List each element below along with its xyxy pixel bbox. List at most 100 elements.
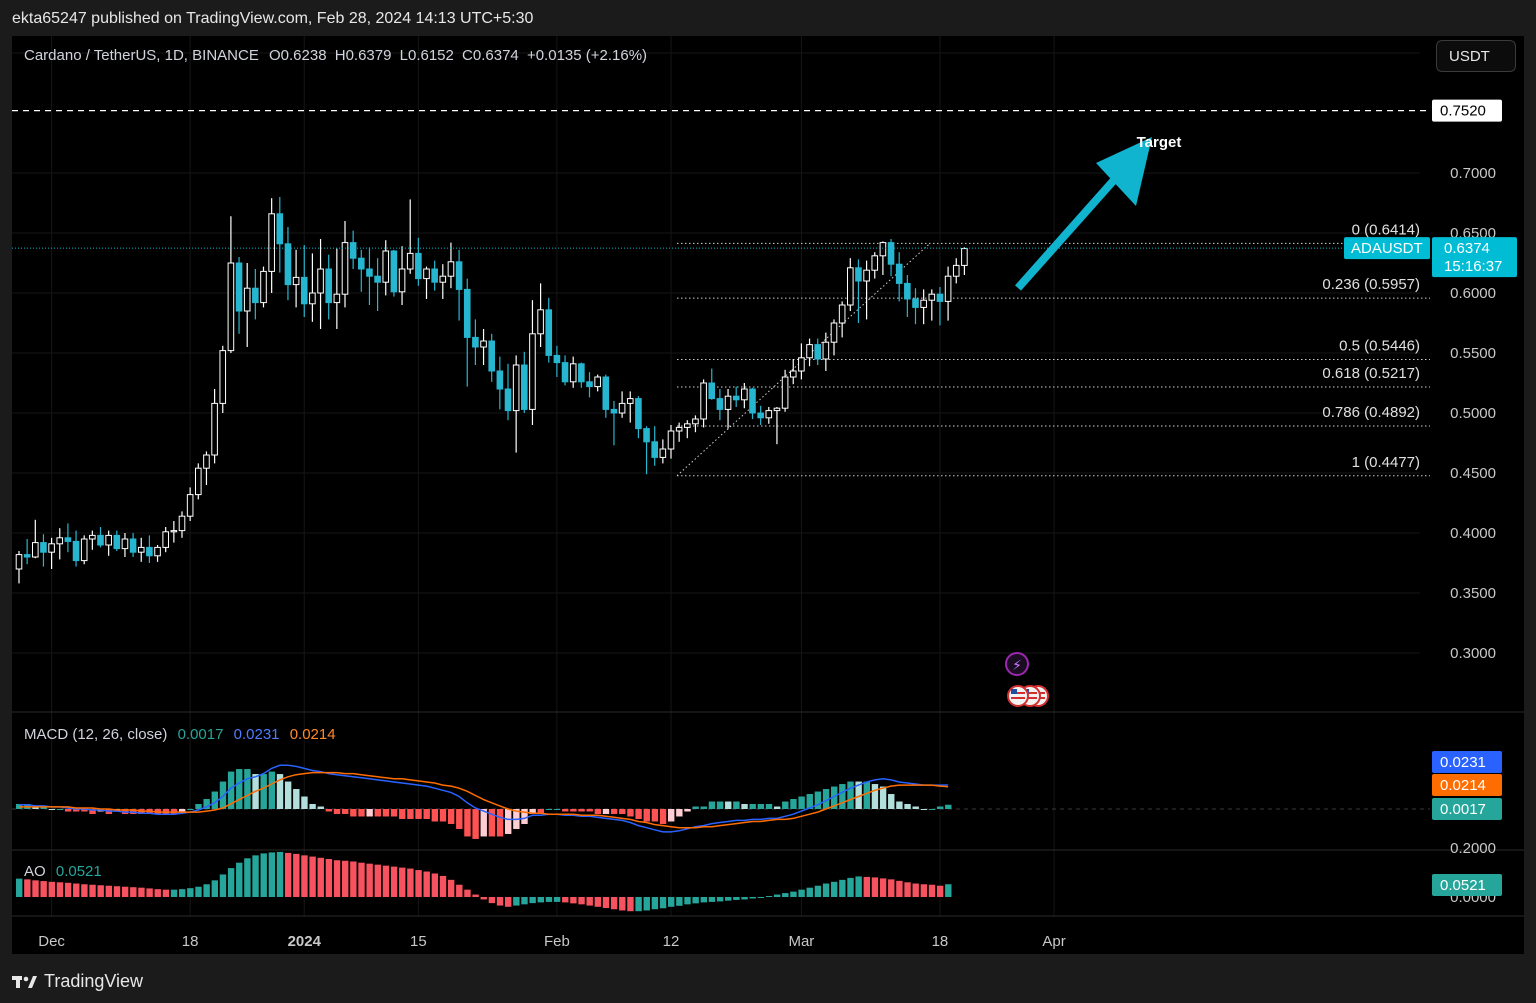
symbol-name: Cardano / TetherUS, 1D, BINANCE: [24, 47, 259, 64]
flag-stripe: [1023, 697, 1037, 699]
ao-bar: [276, 851, 284, 897]
ao-bar: [790, 891, 797, 897]
candle-body: [512, 364, 520, 412]
ao-bar: [553, 897, 561, 902]
macd-histogram-bar: [570, 809, 577, 812]
candle-body: [89, 534, 96, 540]
macd-histogram-bar: [73, 809, 80, 812]
candle-body: [504, 388, 512, 412]
candle-body: [195, 467, 202, 496]
price-tick-label: 0.3500: [1450, 585, 1496, 602]
macd-histogram-bar: [716, 801, 724, 809]
chart-area[interactable]: 0 (0.6414) 0.236 (0.5957) 0.5 (0.5446) 0.61…: [12, 36, 1524, 954]
ao-bar: [293, 853, 300, 897]
macd-histogram-bar: [855, 781, 862, 809]
ao-bar: [48, 881, 55, 897]
macd-histogram-bar: [439, 809, 447, 822]
macd-histogram-bar: [260, 774, 267, 809]
ao-bar: [700, 897, 707, 903]
ao-bar: [619, 897, 626, 911]
macd-histogram-bar: [651, 809, 659, 822]
price-tick-label: 0.6000: [1450, 285, 1496, 302]
ao-name: AO: [24, 863, 46, 880]
candle-body: [667, 430, 675, 450]
candle-body: [928, 293, 936, 301]
lightning-icon: [1005, 652, 1029, 676]
publisher-header: ekta65247 published on TradingView.com, …: [0, 0, 1536, 36]
ao-bar: [423, 871, 430, 897]
ao-bar: [390, 866, 398, 897]
candle-body: [863, 269, 870, 282]
candle-body: [814, 344, 822, 360]
macd-histogram-bar: [635, 809, 642, 819]
fib-level-label: 1 (0.4477): [1352, 454, 1420, 471]
ao-bar: [162, 889, 170, 897]
macd-histogram-bar: [342, 809, 349, 814]
time-tick-label: Mar: [788, 933, 814, 950]
macd-histogram-bar: [244, 769, 251, 809]
macd-histogram-bar: [773, 806, 781, 809]
ao-bar: [56, 882, 64, 897]
candle-body: [765, 410, 773, 419]
macd-histogram-bar: [578, 809, 585, 812]
ao-bar: [521, 897, 528, 905]
candle-body: [773, 407, 781, 412]
hist-value-tag-bg: [1432, 798, 1502, 820]
ao-bar: [244, 858, 251, 897]
ao-bar: [203, 884, 210, 897]
macd-histogram-bar: [505, 809, 512, 834]
fib-level-label: 0.5 (0.5446): [1339, 337, 1420, 354]
ao-value: 0.0521: [55, 863, 102, 880]
time-tick-label: 15: [410, 933, 427, 950]
high-value: 0.6379: [345, 47, 392, 64]
ao-bar: [415, 870, 422, 897]
macd-histogram-bar: [219, 781, 227, 809]
macd-histogram-bar: [602, 809, 610, 814]
candle-body: [358, 257, 365, 270]
ao-bar: [505, 897, 512, 907]
price-tick-label: 0.3000: [1450, 645, 1496, 662]
candle-body: [80, 538, 88, 562]
ao-bar: [301, 855, 308, 897]
ao-bar: [578, 897, 585, 905]
candle-body: [170, 530, 178, 533]
macd-histogram-bar: [317, 806, 324, 809]
macd-histogram-bar: [888, 794, 895, 809]
close-label: C: [462, 47, 473, 64]
ao-bar: [374, 864, 381, 897]
candle-body: [635, 398, 642, 430]
macd-histogram-bar: [757, 804, 765, 809]
tradingview-logo[interactable]: TradingView: [12, 971, 143, 992]
candle-body: [952, 264, 960, 277]
ao-bar: [749, 897, 756, 899]
ao-bar: [358, 862, 365, 897]
symbol-legend: Cardano / TetherUS, 1D, BINANCE O0.6238 …: [24, 47, 647, 64]
ao-bar: [586, 897, 593, 906]
flag-stripe: [1023, 692, 1037, 694]
candle-body: [781, 376, 789, 409]
candle-body: [48, 543, 55, 553]
ao-bar: [529, 897, 536, 904]
footer-brand: TradingView: [44, 971, 144, 991]
macd-histogram-bar: [643, 809, 650, 822]
macd-histogram-bar: [407, 809, 414, 819]
macd-histogram-bar: [472, 809, 479, 839]
macd-histogram-bar: [619, 809, 626, 814]
ao-legend: AO 0.0521: [24, 863, 102, 880]
macd-histogram-bar: [806, 794, 813, 809]
candle-body: [610, 408, 618, 414]
macd-histogram-bar: [89, 809, 96, 814]
macd-histogram-bar: [945, 804, 952, 809]
time-tick-label: 18: [182, 933, 199, 950]
macd-histogram-bar: [790, 799, 797, 809]
ao-bar: [668, 897, 675, 907]
ao-bar: [741, 897, 748, 900]
price-tick-label: 0.4500: [1450, 465, 1496, 482]
hist-value-tag: 0.0017: [1440, 801, 1486, 818]
macd-histogram-bar: [839, 784, 846, 809]
macd-histogram-bar: [423, 809, 430, 819]
chart-svg[interactable]: 0 (0.6414) 0.236 (0.5957) 0.5 (0.5446) 0.61…: [12, 36, 1524, 954]
candle-body: [398, 268, 406, 293]
currency-button[interactable]: USDT: [1436, 40, 1516, 72]
candle-body: [659, 448, 667, 458]
